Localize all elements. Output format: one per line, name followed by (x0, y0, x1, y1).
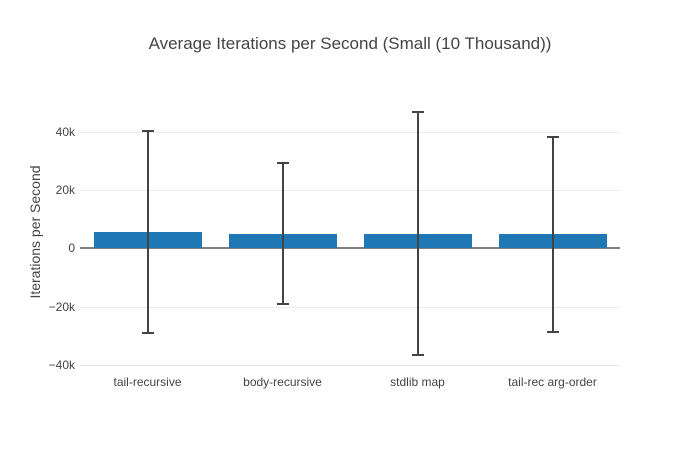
error-bar-cap-bottom (141, 332, 154, 335)
gridline (80, 306, 620, 308)
error-bar-cap-top (546, 135, 559, 138)
zero-line (80, 247, 620, 250)
y-tick-label: 20k (55, 183, 75, 198)
y-tick-label: −20k (48, 299, 75, 314)
error-bar-cap-bottom (546, 331, 559, 334)
error-bar (146, 130, 149, 334)
error-bar-cap-top (411, 110, 424, 113)
error-bar (416, 111, 419, 356)
error-bar-cap-bottom (411, 354, 424, 357)
y-axis-title: Iterations per Second (27, 165, 43, 299)
plot-area[interactable]: −40k −20k 0 20k 40k tail-recursive body-recurs… (49, 98, 620, 389)
error-bar (281, 163, 284, 304)
gridline (80, 364, 620, 366)
y-tick-label: 40k (55, 125, 75, 140)
y-tick-label: 0 (68, 241, 75, 256)
x-tick-label: tail-recursive (113, 375, 182, 389)
error-bar-cap-top (141, 129, 154, 132)
y-tick-label: −40k (48, 357, 75, 372)
error-bar (551, 136, 554, 333)
error-bar-cap-bottom (276, 302, 289, 305)
x-tick-label: tail-rec arg-order (508, 375, 597, 389)
x-tick-label: stdlib map (390, 375, 445, 389)
chart-title: Average Iterations per Second (Small (10… (148, 34, 552, 53)
gridline (80, 190, 620, 192)
gridline (80, 132, 620, 134)
error-bar-cap-top (276, 162, 289, 165)
x-tick-label: body-recursive (243, 375, 322, 389)
